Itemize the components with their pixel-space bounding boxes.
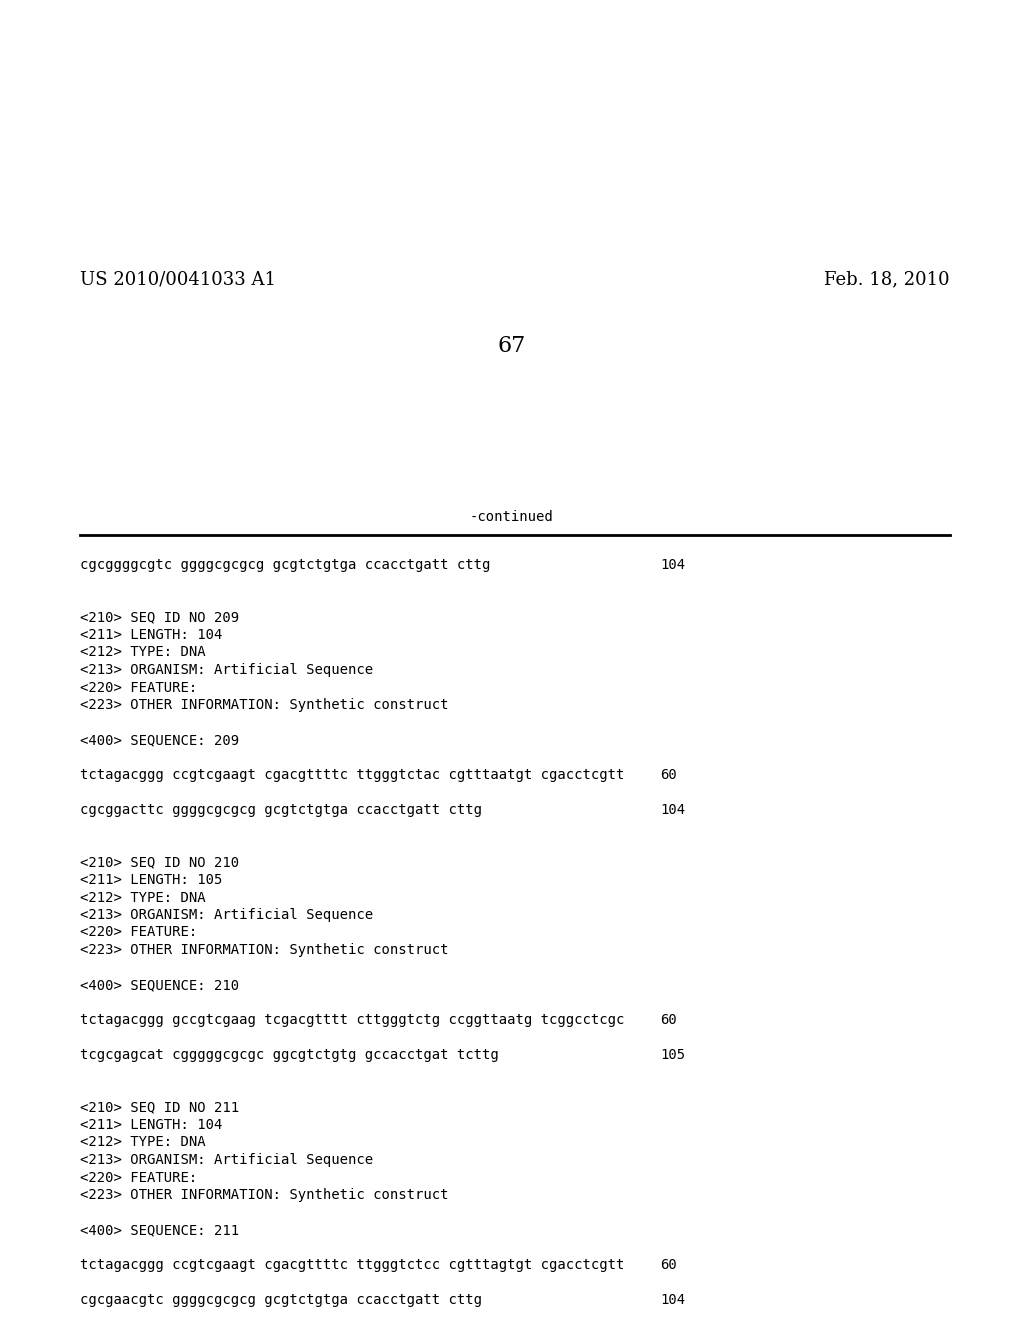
Text: US 2010/0041033 A1: US 2010/0041033 A1 <box>80 271 276 288</box>
Text: Feb. 18, 2010: Feb. 18, 2010 <box>824 271 950 288</box>
Text: <210> SEQ ID NO 211: <210> SEQ ID NO 211 <box>80 1101 240 1114</box>
Text: <220> FEATURE:: <220> FEATURE: <box>80 681 198 694</box>
Text: 60: 60 <box>660 1258 677 1272</box>
Text: <223> OTHER INFORMATION: Synthetic construct: <223> OTHER INFORMATION: Synthetic const… <box>80 942 449 957</box>
Text: <210> SEQ ID NO 210: <210> SEQ ID NO 210 <box>80 855 240 870</box>
Text: tcgcgagcat cgggggcgcgc ggcgtctgtg gccacctgat tcttg: tcgcgagcat cgggggcgcgc ggcgtctgtg gccacc… <box>80 1048 499 1063</box>
Text: <400> SEQUENCE: 211: <400> SEQUENCE: 211 <box>80 1224 240 1237</box>
Text: <213> ORGANISM: Artificial Sequence: <213> ORGANISM: Artificial Sequence <box>80 908 373 921</box>
Text: <210> SEQ ID NO 209: <210> SEQ ID NO 209 <box>80 610 240 624</box>
Text: cgcggggcgtc ggggcgcgcg gcgtctgtga ccacctgatt cttg: cgcggggcgtc ggggcgcgcg gcgtctgtga ccacct… <box>80 558 490 572</box>
Text: cgcgaacgtc ggggcgcgcg gcgtctgtga ccacctgatt cttg: cgcgaacgtc ggggcgcgcg gcgtctgtga ccacctg… <box>80 1294 482 1307</box>
Text: tctagacggg ccgtcgaagt cgacgttttc ttgggtctac cgtttaatgt cgacctcgtt: tctagacggg ccgtcgaagt cgacgttttc ttgggtc… <box>80 768 625 781</box>
Text: 104: 104 <box>660 1294 685 1307</box>
Text: <212> TYPE: DNA: <212> TYPE: DNA <box>80 891 206 904</box>
Text: <211> LENGTH: 105: <211> LENGTH: 105 <box>80 873 222 887</box>
Text: <211> LENGTH: 104: <211> LENGTH: 104 <box>80 1118 222 1133</box>
Text: 105: 105 <box>660 1048 685 1063</box>
Text: 67: 67 <box>498 335 526 356</box>
Text: 60: 60 <box>660 1012 677 1027</box>
Text: <220> FEATURE:: <220> FEATURE: <box>80 925 198 940</box>
Text: 104: 104 <box>660 558 685 572</box>
Text: tctagacggg ccgtcgaagt cgacgttttc ttgggtctcc cgtttagtgt cgacctcgtt: tctagacggg ccgtcgaagt cgacgttttc ttgggtc… <box>80 1258 625 1272</box>
Text: <213> ORGANISM: Artificial Sequence: <213> ORGANISM: Artificial Sequence <box>80 663 373 677</box>
Text: <400> SEQUENCE: 210: <400> SEQUENCE: 210 <box>80 978 240 993</box>
Text: <213> ORGANISM: Artificial Sequence: <213> ORGANISM: Artificial Sequence <box>80 1152 373 1167</box>
Text: <212> TYPE: DNA: <212> TYPE: DNA <box>80 1135 206 1150</box>
Text: tctagacggg gccgtcgaag tcgacgtttt cttgggtctg ccggttaatg tcggcctcgc: tctagacggg gccgtcgaag tcgacgtttt cttgggt… <box>80 1012 625 1027</box>
Text: cgcggacttc ggggcgcgcg gcgtctgtga ccacctgatt cttg: cgcggacttc ggggcgcgcg gcgtctgtga ccacctg… <box>80 803 482 817</box>
Text: <223> OTHER INFORMATION: Synthetic construct: <223> OTHER INFORMATION: Synthetic const… <box>80 1188 449 1203</box>
Text: <223> OTHER INFORMATION: Synthetic construct: <223> OTHER INFORMATION: Synthetic const… <box>80 698 449 711</box>
Text: <212> TYPE: DNA: <212> TYPE: DNA <box>80 645 206 660</box>
Text: -continued: -continued <box>470 510 554 524</box>
Text: <211> LENGTH: 104: <211> LENGTH: 104 <box>80 628 222 642</box>
Text: 60: 60 <box>660 768 677 781</box>
Text: <400> SEQUENCE: 209: <400> SEQUENCE: 209 <box>80 733 240 747</box>
Text: 104: 104 <box>660 803 685 817</box>
Text: <220> FEATURE:: <220> FEATURE: <box>80 1171 198 1184</box>
